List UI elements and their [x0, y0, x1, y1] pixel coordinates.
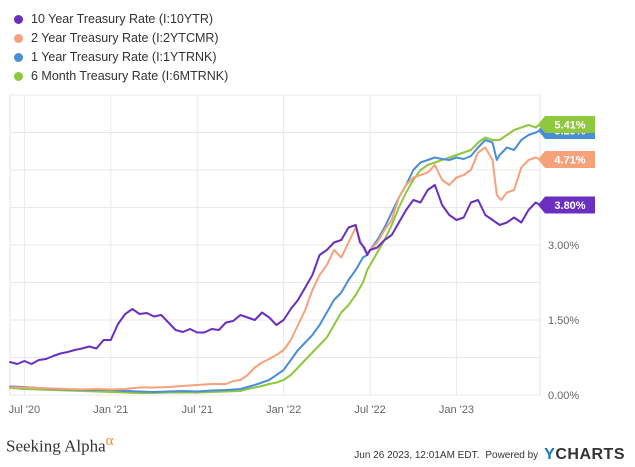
x-tick-label: Jul '21 [182, 404, 213, 416]
end-label-tag [538, 116, 595, 133]
y-tick-label: 0.00% [548, 390, 579, 402]
ycharts-y-mark: Y [544, 446, 556, 463]
legend-swatch-icon [14, 34, 23, 43]
series-line-2 [9, 129, 541, 393]
end-label-tag [538, 196, 595, 214]
end-label-3: 5.41% [538, 116, 595, 133]
series-lines [9, 123, 541, 394]
legend-item-6-month[interactable]: 6 Month Treasury Rate (I:6MTRNK) [14, 67, 228, 86]
end-label-1: 4.71% [538, 151, 595, 168]
legend-item-1-year[interactable]: 1 Year Treasury Rate (I:1YTRNK) [14, 48, 228, 67]
footer-attribution: Jun 26 2023, 12:01AM EDT. Powered by YCH… [354, 446, 625, 464]
alpha-icon: α [105, 433, 114, 449]
end-label-text: 3.80% [554, 200, 585, 212]
legend-label: 6 Month Treasury Rate (I:6MTRNK) [31, 69, 229, 83]
series-line-0 [9, 184, 541, 365]
legend-swatch-icon [14, 53, 23, 62]
grid-lines [9, 94, 541, 396]
tick-labels: 0.00% 1.50% 3.00% Jul '20 Jan '21 Jul '21 Jan … [9, 240, 580, 416]
legend-label: 1 Year Treasury Rate (I:1YTRNK) [31, 50, 217, 64]
x-tick-label: Jan '23 [439, 404, 474, 416]
end-label-text: 4.71% [554, 155, 585, 167]
end-label-tag [538, 151, 595, 168]
legend-swatch-icon [14, 15, 23, 24]
x-tick-label: Jan '22 [266, 404, 301, 416]
legend-item-2-year[interactable]: 2 Year Treasury Rate (I:2YTCMR) [14, 29, 228, 48]
x-tick-label: Jul '22 [354, 404, 385, 416]
seeking-alpha-logo: Seeking Alphaα [6, 433, 114, 457]
series-line-1 [9, 146, 541, 391]
brand-name: Seeking Alpha [6, 436, 106, 456]
timestamp: Jun 26 2023, 12:01AM EDT. [354, 449, 480, 461]
legend-label: 10 Year Treasury Rate (I:10YTR) [31, 12, 214, 26]
y-tick-label: 3.00% [548, 240, 579, 252]
legend-swatch-icon [14, 72, 23, 81]
end-label-text: 5.41% [554, 120, 585, 132]
x-tick-label: Jan '21 [93, 404, 128, 416]
x-tick-label: Jul '20 [9, 404, 40, 416]
series-line-3 [9, 123, 541, 394]
ycharts-wordmark: CHARTS [555, 446, 625, 463]
end-label-0: 3.80% [538, 196, 595, 214]
legend-label: 2 Year Treasury Rate (I:2YTCMR) [31, 31, 219, 45]
legend: 10 Year Treasury Rate (I:10YTR) 2 Year T… [14, 10, 228, 86]
ycharts-logo[interactable]: YCHARTS [544, 446, 625, 464]
powered-by-label: Powered by [485, 449, 539, 461]
end-value-labels: 3.80%4.71%5.29%5.41% [538, 116, 595, 214]
y-tick-label: 1.50% [548, 315, 579, 327]
legend-item-10-year[interactable]: 10 Year Treasury Rate (I:10YTR) [14, 10, 228, 29]
